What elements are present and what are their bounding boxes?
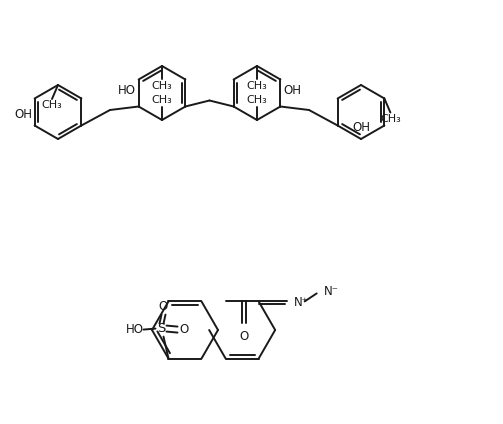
Text: HO: HO <box>118 84 136 97</box>
Text: CH₃: CH₃ <box>246 81 268 91</box>
Text: OH: OH <box>15 108 33 120</box>
Text: O: O <box>180 323 189 336</box>
Text: CH₃: CH₃ <box>380 114 401 123</box>
Text: N⁻: N⁻ <box>323 285 339 298</box>
Text: O: O <box>159 300 168 312</box>
Text: CH₃: CH₃ <box>151 95 173 105</box>
Text: CH₃: CH₃ <box>42 100 62 110</box>
Text: S: S <box>157 322 165 335</box>
Text: O: O <box>239 330 249 343</box>
Text: OH: OH <box>352 121 370 134</box>
Text: HO: HO <box>126 323 143 336</box>
Text: OH: OH <box>283 84 301 97</box>
Text: N⁺: N⁺ <box>294 296 308 309</box>
Text: CH₃: CH₃ <box>246 95 268 105</box>
Text: CH₃: CH₃ <box>151 81 173 91</box>
